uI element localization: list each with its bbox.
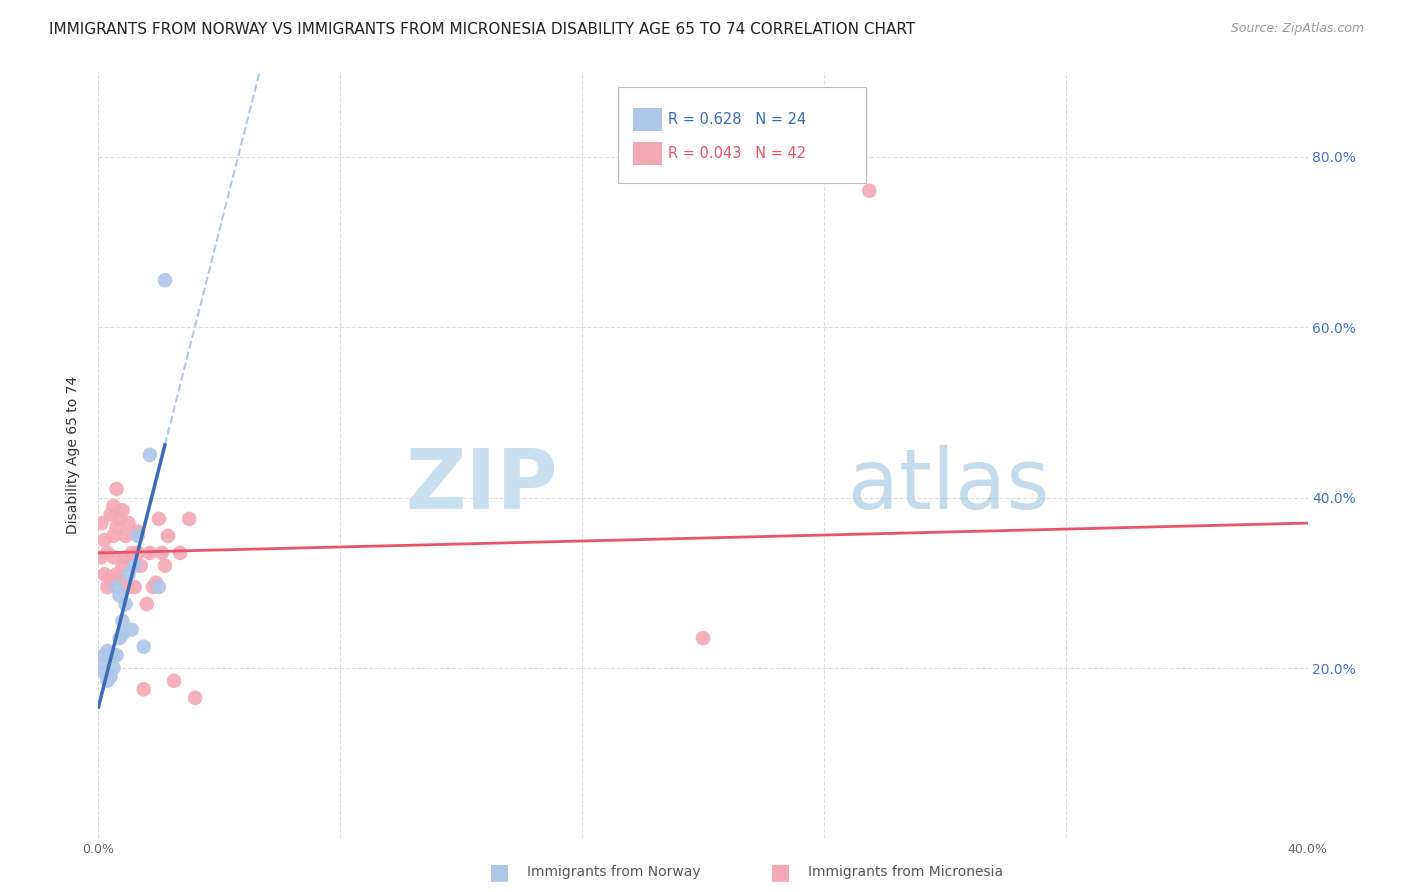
Point [135, 597, 157, 611]
Point [129, 558, 152, 573]
Point [93, 665, 115, 680]
Point [93, 648, 115, 663]
Point [93, 533, 115, 548]
Point [121, 623, 143, 637]
Point [184, 690, 207, 705]
Point [114, 550, 136, 565]
Point [118, 516, 141, 530]
Point [118, 567, 141, 582]
Point [132, 640, 155, 654]
Point [96, 644, 118, 658]
Y-axis label: Disability Age 65 to 74: Disability Age 65 to 74 [66, 376, 80, 534]
Point [127, 546, 149, 560]
Point [153, 558, 176, 573]
Point [96, 546, 118, 560]
Point [153, 273, 176, 287]
Point [105, 520, 128, 534]
Point [105, 648, 128, 663]
Text: IMMIGRANTS FROM NORWAY VS IMMIGRANTS FROM MICRONESIA DISABILITY AGE 65 TO 74 COR: IMMIGRANTS FROM NORWAY VS IMMIGRANTS FRO… [49, 22, 915, 37]
Point [96, 580, 118, 594]
Point [111, 558, 134, 573]
Point [156, 529, 179, 543]
Text: Source: ZipAtlas.com: Source: ZipAtlas.com [1230, 22, 1364, 36]
FancyBboxPatch shape [633, 108, 662, 131]
Point [127, 529, 149, 543]
Point [121, 546, 143, 560]
Point [124, 580, 146, 594]
Point [169, 546, 191, 560]
Point [111, 503, 134, 517]
Point [127, 524, 149, 539]
Point [108, 631, 131, 645]
Point [111, 614, 134, 628]
Point [93, 567, 115, 582]
Point [142, 580, 165, 594]
Point [100, 572, 122, 586]
Point [150, 546, 173, 560]
Point [103, 648, 125, 663]
Text: ■: ■ [770, 863, 790, 882]
Point [179, 512, 201, 526]
Point [105, 482, 128, 496]
Point [145, 575, 167, 590]
Point [139, 448, 162, 462]
Point [114, 529, 136, 543]
Point [148, 512, 170, 526]
Point [103, 499, 125, 513]
Point [108, 589, 131, 603]
Point [96, 673, 118, 688]
Point [90, 657, 112, 671]
Point [103, 661, 125, 675]
Point [108, 512, 131, 526]
Point [114, 597, 136, 611]
Point [100, 669, 122, 683]
Point [100, 648, 122, 663]
Point [163, 673, 186, 688]
Text: ■: ■ [489, 863, 509, 882]
Text: atlas: atlas [848, 445, 1050, 526]
Point [132, 682, 155, 697]
Text: Immigrants from Norway: Immigrants from Norway [527, 865, 700, 880]
Point [105, 567, 128, 582]
Point [124, 558, 146, 573]
Point [692, 631, 714, 645]
Point [111, 627, 134, 641]
FancyBboxPatch shape [619, 87, 866, 183]
Text: R = 0.628   N = 24: R = 0.628 N = 24 [668, 112, 806, 128]
Point [118, 580, 141, 594]
Point [100, 508, 122, 522]
Point [108, 572, 131, 586]
FancyBboxPatch shape [633, 142, 662, 165]
Point [139, 546, 162, 560]
Text: ZIP: ZIP [405, 445, 558, 526]
Point [105, 580, 128, 594]
Text: R = 0.043   N = 42: R = 0.043 N = 42 [668, 146, 806, 161]
Text: Immigrants from Micronesia: Immigrants from Micronesia [808, 865, 1004, 880]
Point [103, 529, 125, 543]
Point [103, 550, 125, 565]
Point [858, 184, 880, 198]
Point [90, 516, 112, 530]
Point [148, 580, 170, 594]
Point [90, 550, 112, 565]
